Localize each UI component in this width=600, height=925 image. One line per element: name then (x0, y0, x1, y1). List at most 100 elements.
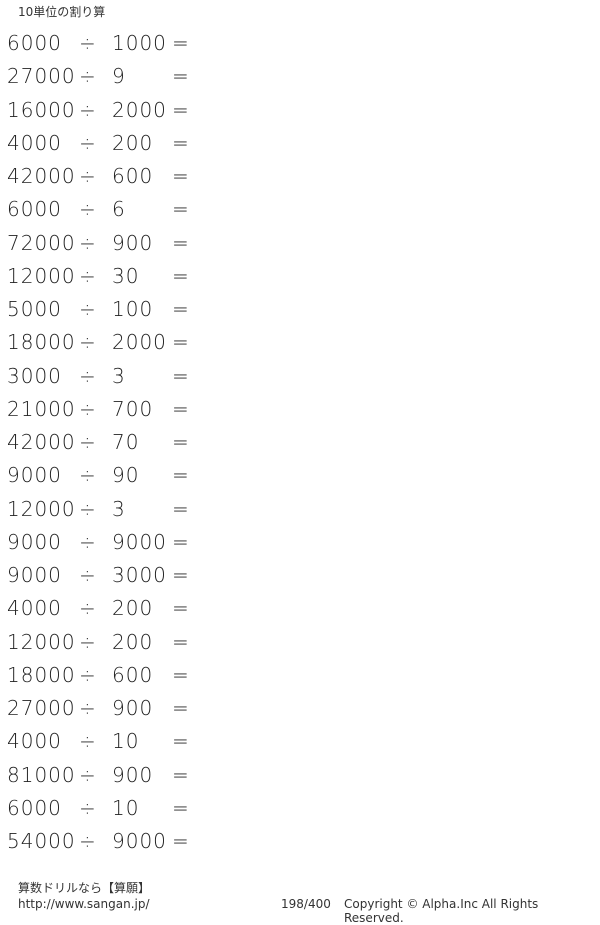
divide-sign: ÷ (79, 164, 96, 188)
divide-sign: ÷ (79, 596, 96, 621)
dividend: 9000 (7, 529, 62, 554)
divide-sign: ÷ (79, 31, 96, 55)
dividend: 16000 (7, 97, 76, 122)
divisor: 600 (112, 662, 154, 687)
equals-sign: = (172, 563, 189, 587)
dividend: 42000 (7, 164, 76, 188)
equals-sign: = (172, 696, 189, 720)
equals-sign: = (172, 529, 189, 554)
problem-row: 4000 ÷ 10 = (0, 728, 220, 761)
dividend: 9000 (7, 563, 62, 587)
divide-sign: ÷ (79, 662, 96, 687)
equals-sign: = (172, 463, 189, 488)
problem-row: 12000 ÷ 30 = (0, 263, 220, 296)
divisor: 70 (112, 430, 140, 454)
divisor: 200 (112, 596, 154, 621)
dividend: 6000 (7, 197, 62, 222)
equals-sign: = (172, 596, 189, 621)
divide-sign: ÷ (79, 762, 96, 787)
problem-row: 5000 ÷ 100 = (0, 296, 220, 329)
divide-sign: ÷ (79, 64, 96, 89)
divide-sign: ÷ (79, 696, 96, 720)
equals-sign: = (172, 130, 189, 155)
dividend: 27000 (7, 696, 76, 720)
divide-sign: ÷ (79, 463, 96, 488)
equals-sign: = (172, 263, 189, 288)
equals-sign: = (172, 164, 189, 188)
dividend: 6000 (7, 795, 62, 820)
problem-row: 12000 ÷ 200 = (0, 629, 220, 662)
divisor: 3 (112, 363, 126, 388)
divide-sign: ÷ (79, 430, 96, 454)
divide-sign: ÷ (79, 529, 96, 554)
divisor: 9 (112, 64, 126, 89)
problem-row: 27000 ÷ 9 = (0, 63, 220, 96)
divisor: 10 (112, 729, 140, 754)
divisor: 900 (112, 230, 154, 255)
divide-sign: ÷ (79, 130, 96, 155)
divide-sign: ÷ (79, 829, 96, 853)
dividend: 12000 (7, 629, 76, 654)
dividend: 12000 (7, 263, 76, 288)
equals-sign: = (172, 662, 189, 687)
divide-sign: ÷ (79, 330, 96, 355)
equals-sign: = (172, 330, 189, 355)
page-number: 198/400 (281, 897, 331, 911)
divisor: 9000 (112, 829, 167, 853)
problem-row: 81000 ÷ 900 = (0, 762, 220, 795)
dividend: 27000 (7, 64, 76, 89)
divisor: 2000 (112, 330, 167, 355)
divisor: 90 (112, 463, 140, 488)
problem-list: 6000 ÷ 1000 = 27000 ÷ 9 = 16000 ÷ 2000 = 4000 ÷ 200 = 42… (0, 30, 220, 861)
problem-row: 9000 ÷ 3000 = (0, 562, 220, 595)
divisor: 3 (112, 496, 126, 521)
divide-sign: ÷ (79, 629, 96, 654)
divisor: 2000 (112, 97, 167, 122)
problem-row: 54000 ÷ 9000 = (0, 828, 220, 861)
dividend: 3000 (7, 363, 62, 388)
problem-row: 27000 ÷ 900 = (0, 695, 220, 728)
footer-url-link[interactable]: http://www.sangan.jp/ (18, 897, 150, 911)
dividend: 4000 (7, 130, 62, 155)
equals-sign: = (172, 729, 189, 754)
problem-row: 42000 ÷ 600 = (0, 163, 220, 196)
dividend: 42000 (7, 430, 76, 454)
divide-sign: ÷ (79, 729, 96, 754)
divide-sign: ÷ (79, 795, 96, 820)
dividend: 4000 (7, 596, 62, 621)
divisor: 1000 (112, 31, 167, 55)
dividend: 4000 (7, 729, 62, 754)
divide-sign: ÷ (79, 297, 96, 321)
dividend: 81000 (7, 762, 76, 787)
divisor: 600 (112, 164, 154, 188)
equals-sign: = (172, 297, 189, 321)
problem-row: 72000 ÷ 900 = (0, 230, 220, 263)
dividend: 6000 (7, 31, 62, 55)
divisor: 200 (112, 130, 154, 155)
divisor: 3000 (112, 563, 167, 587)
divisor: 900 (112, 762, 154, 787)
equals-sign: = (172, 396, 189, 421)
divisor: 700 (112, 396, 154, 421)
dividend: 54000 (7, 829, 76, 853)
dividend: 18000 (7, 330, 76, 355)
divide-sign: ÷ (79, 496, 96, 521)
divide-sign: ÷ (79, 197, 96, 222)
problem-row: 21000 ÷ 700 = (0, 396, 220, 429)
dividend: 72000 (7, 230, 76, 255)
equals-sign: = (172, 629, 189, 654)
problem-row: 9000 ÷ 9000 = (0, 529, 220, 562)
problem-row: 42000 ÷ 70 = (0, 429, 220, 462)
copyright: Copyright © Alpha.Inc All Rights Reserve… (344, 897, 539, 925)
problem-row: 6000 ÷ 10 = (0, 795, 220, 828)
dividend: 12000 (7, 496, 76, 521)
divide-sign: ÷ (79, 263, 96, 288)
equals-sign: = (172, 762, 189, 787)
problem-row: 16000 ÷ 2000 = (0, 97, 220, 130)
footer-brand: 算数ドリルなら【算願】 (18, 881, 151, 895)
divide-sign: ÷ (79, 396, 96, 421)
equals-sign: = (172, 363, 189, 388)
problem-row: 6000 ÷ 1000 = (0, 30, 220, 63)
problem-row: 4000 ÷ 200 = (0, 130, 220, 163)
divisor: 200 (112, 629, 154, 654)
